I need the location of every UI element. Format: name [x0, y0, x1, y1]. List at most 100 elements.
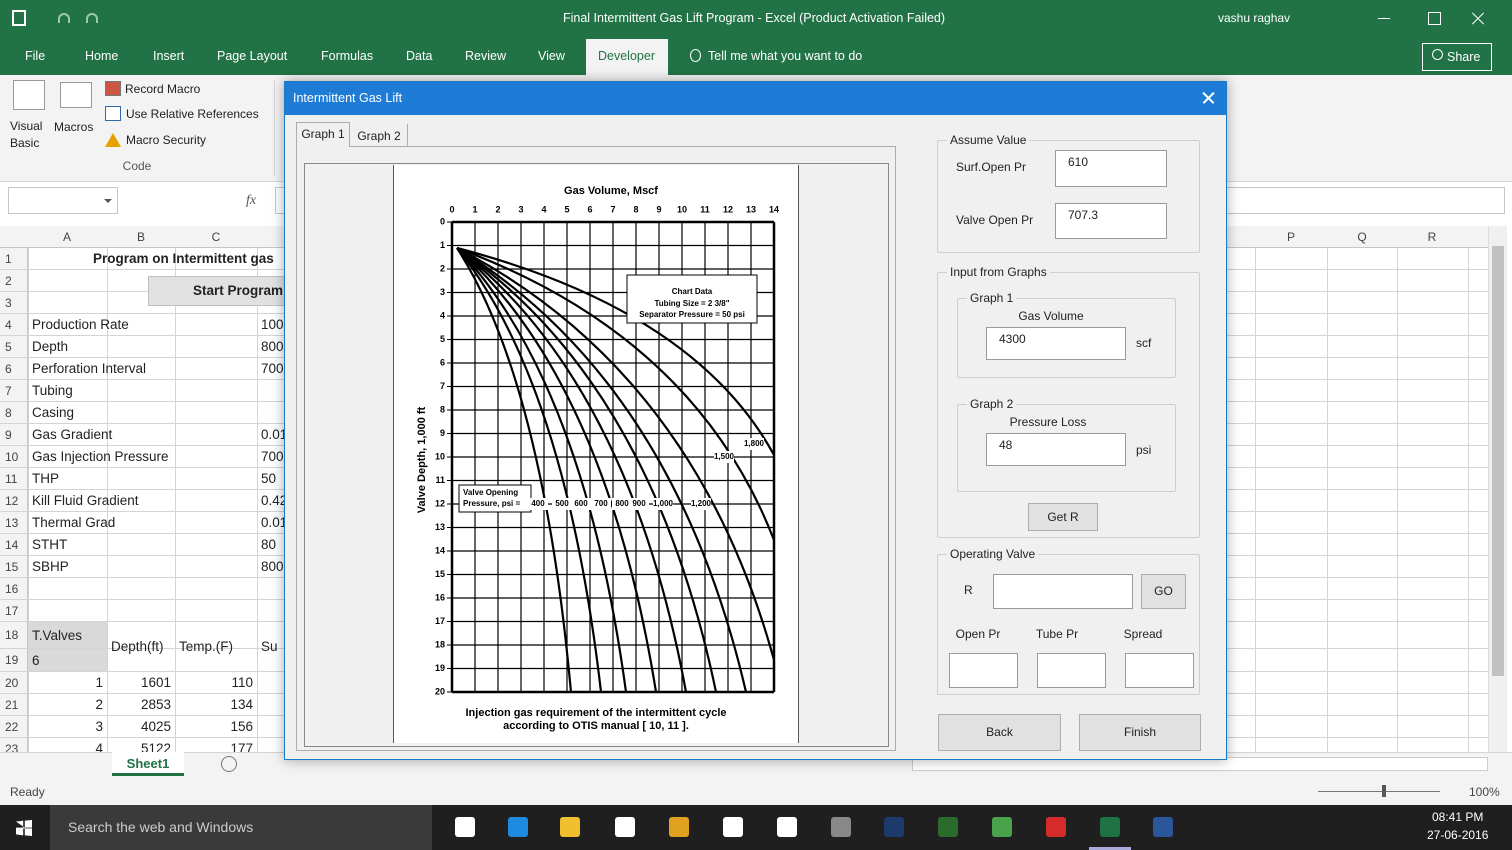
- tell-me[interactable]: Tell me what you want to do: [708, 49, 863, 63]
- cell[interactable]: Perforation Interval: [32, 361, 147, 376]
- taskbar-app[interactable]: [938, 817, 958, 837]
- cell[interactable]: STHT: [32, 537, 68, 552]
- share-label[interactable]: Share: [1447, 50, 1481, 64]
- cell[interactable]: SBHP: [32, 559, 69, 574]
- ribbon-tab[interactable]: View: [538, 49, 565, 63]
- cell[interactable]: THP: [32, 471, 59, 486]
- search-box[interactable]: [50, 805, 432, 850]
- taskbar-app[interactable]: [1153, 817, 1173, 837]
- taskbar-app[interactable]: [992, 817, 1012, 837]
- cell[interactable]: Tubing: [32, 383, 73, 398]
- search-text[interactable]: Search the web and Windows: [68, 819, 254, 835]
- cell[interactable]: Kill Fluid Gradient: [32, 493, 139, 508]
- tab-label[interactable]: Graph 2: [357, 129, 401, 143]
- undo-icon[interactable]: [58, 13, 70, 23]
- button[interactable]: Finish: [1079, 714, 1201, 751]
- button[interactable]: Back: [938, 714, 1061, 751]
- cell[interactable]: Production Rate: [32, 317, 129, 332]
- visual-basic-label[interactable]: Visual Basic: [10, 119, 43, 150]
- save-icon[interactable]: [12, 10, 26, 26]
- tab-label[interactable]: Graph 1: [301, 127, 345, 141]
- add-sheet[interactable]: [221, 756, 237, 772]
- cell[interactable]: 2853: [140, 697, 171, 712]
- cell[interactable]: 5122: [140, 741, 171, 752]
- record-macro[interactable]: Record Macro: [125, 82, 201, 96]
- macro-security[interactable]: Macro Security: [126, 133, 207, 147]
- cell[interactable]: Thermal Grad: [32, 515, 116, 530]
- taskbar-app[interactable]: [1100, 817, 1120, 837]
- sheet-tab-label[interactable]: Sheet1: [126, 756, 170, 771]
- taskbar-app[interactable]: [669, 817, 689, 837]
- text-input[interactable]: [1125, 653, 1194, 688]
- relative-references[interactable]: Use Relative References: [126, 107, 259, 121]
- taskbar-app[interactable]: [777, 817, 797, 837]
- cell[interactable]: 156: [230, 719, 253, 734]
- cell[interactable]: 100: [261, 317, 284, 332]
- cell[interactable]: 700: [261, 449, 284, 464]
- cell[interactable]: 3: [95, 719, 103, 734]
- zoom-level[interactable]: 100%: [1469, 785, 1500, 799]
- cell[interactable]: 0.01: [261, 515, 288, 530]
- vb-icon[interactable]: [13, 80, 45, 110]
- cell[interactable]: 800: [261, 559, 284, 574]
- taskbar-app[interactable]: [560, 817, 580, 837]
- zoom-thumb[interactable]: [1382, 785, 1386, 797]
- cell[interactable]: 177: [230, 741, 253, 752]
- taskbar-app[interactable]: [831, 817, 851, 837]
- taskbar-app[interactable]: [508, 817, 528, 837]
- text-input[interactable]: 48: [986, 433, 1126, 466]
- taskbar-app[interactable]: [455, 817, 475, 837]
- cell[interactable]: T.Valves: [32, 628, 83, 643]
- tell-me-icon[interactable]: [690, 49, 701, 62]
- button[interactable]: GO: [1141, 574, 1186, 609]
- start-program-button[interactable]: Start Program: [148, 276, 298, 306]
- cell[interactable]: 6: [32, 653, 40, 668]
- cell[interactable]: 0.42: [261, 493, 288, 508]
- ribbon-tab[interactable]: Developer: [598, 49, 655, 63]
- cell[interactable]: Gas Injection Pressure: [32, 449, 169, 464]
- cell[interactable]: Depth: [32, 339, 69, 354]
- text-input[interactable]: [993, 574, 1133, 609]
- cell[interactable]: 0.01: [261, 427, 288, 442]
- ribbon-tab[interactable]: Data: [406, 49, 433, 63]
- cell[interactable]: Su: [261, 639, 278, 654]
- cell[interactable]: Casing: [32, 405, 75, 420]
- minimize-button[interactable]: [1378, 18, 1390, 19]
- macros-icon[interactable]: [60, 82, 92, 108]
- text-input[interactable]: [1037, 653, 1106, 688]
- cell[interactable]: 4: [95, 741, 103, 752]
- cell[interactable]: Gas Gradient: [32, 427, 113, 442]
- cell[interactable]: 2: [95, 697, 103, 712]
- share-button[interactable]: [1422, 43, 1492, 71]
- start-button[interactable]: [16, 820, 32, 836]
- ribbon-tab[interactable]: Insert: [153, 49, 185, 63]
- text-input[interactable]: 610: [1055, 150, 1167, 187]
- text-input[interactable]: 707.3: [1055, 203, 1167, 239]
- taskbar-app[interactable]: [615, 817, 635, 837]
- redo-icon[interactable]: [86, 13, 98, 23]
- taskbar-app[interactable]: [884, 817, 904, 837]
- cell[interactable]: 1: [95, 675, 103, 690]
- taskbar-app[interactable]: [1046, 817, 1066, 837]
- cell[interactable]: Depth(ft): [111, 639, 164, 654]
- cell[interactable]: 4025: [140, 719, 171, 734]
- cell[interactable]: 800: [261, 339, 284, 354]
- ribbon-tab[interactable]: File: [25, 49, 46, 63]
- cell[interactable]: 1601: [140, 675, 171, 690]
- ribbon-tab[interactable]: Formulas: [321, 49, 374, 63]
- cell[interactable]: 110: [231, 675, 253, 690]
- cell[interactable]: 134: [230, 697, 253, 712]
- button[interactable]: Get R: [1028, 503, 1098, 531]
- maximize-button[interactable]: [1428, 12, 1441, 25]
- name-box[interactable]: [8, 187, 118, 214]
- scroll-thumb[interactable]: [1492, 246, 1504, 676]
- cell[interactable]: 80: [261, 537, 277, 552]
- cell[interactable]: 50: [261, 471, 277, 486]
- text-input[interactable]: 4300: [986, 327, 1126, 360]
- text-input[interactable]: [949, 653, 1018, 688]
- cell[interactable]: 700: [261, 361, 284, 376]
- ribbon-tab[interactable]: Page Layout: [217, 49, 288, 63]
- macros-label[interactable]: Macros: [54, 120, 94, 134]
- ribbon-tab[interactable]: Review: [465, 49, 506, 63]
- taskbar-app[interactable]: [723, 817, 743, 837]
